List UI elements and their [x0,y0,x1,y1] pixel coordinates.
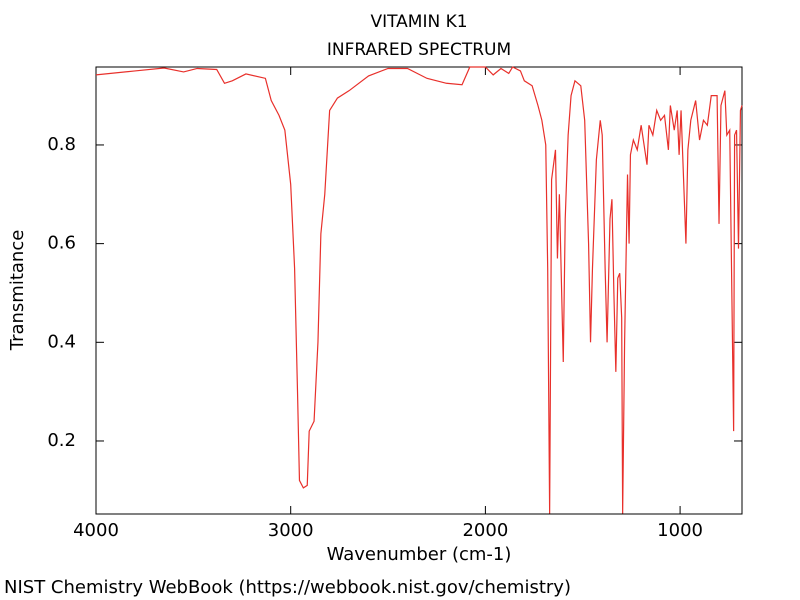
chart-subtitle: INFRARED SPECTRUM [327,40,511,60]
chart-title: VITAMIN K1 [370,12,467,32]
x-tick-label: 4000 [73,520,119,541]
source-note: NIST Chemistry WebBook (https://webbook.… [4,577,571,598]
y-tick-label: 0.6 [47,233,76,254]
y-axis-label: Transmitance [7,230,28,352]
x-tick-label: 1000 [657,520,703,541]
x-tick-label: 3000 [268,520,314,541]
plot-frame [95,66,743,515]
spectrum-line [95,66,743,514]
y-tick-label: 0.2 [47,430,76,451]
x-tick-label: 2000 [462,520,508,541]
x-axis-label: Wavenumber (cm-1) [327,544,512,565]
y-tick-label: 0.8 [47,134,76,155]
y-tick-label: 0.4 [47,331,76,352]
